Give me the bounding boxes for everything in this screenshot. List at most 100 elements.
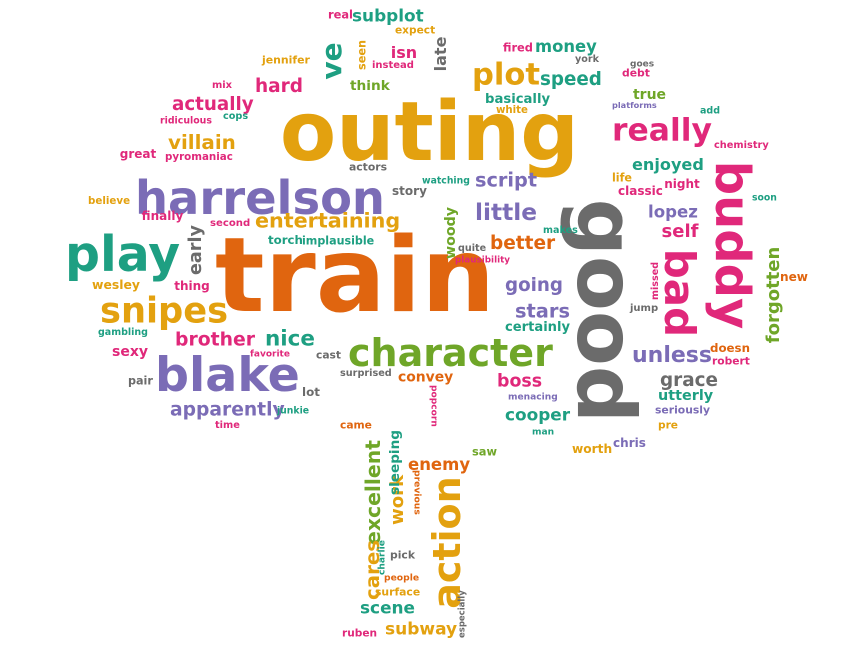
word-subway: subway [385,619,458,640]
word-buddy: buddy [704,160,760,330]
word-watching: watching [422,175,470,187]
word-add: add [700,105,721,117]
word-quite: quite [458,243,487,255]
word-ridiculous: ridiculous [160,115,212,127]
word-woody: woody [442,206,459,259]
word-goes: goes [630,59,655,70]
word-junkie: junkie [277,405,310,417]
word-enemy: enemy [408,454,471,474]
word-subplot: subplot [352,5,424,26]
word-seen: seen [355,39,369,70]
word-harrelson: harrelson [135,170,385,225]
word-plausibility: plausibility [455,255,511,266]
word-blake: blake [155,348,300,404]
word-scene: scene [360,597,416,618]
word-lot: lot [302,385,320,400]
word-nice: nice [265,326,316,352]
word-sexy: sexy [112,344,148,360]
word-doesn: doesn [710,341,750,356]
word-apparently: apparently [170,399,285,421]
word-money: money [535,36,597,56]
word-speed: speed [540,68,602,90]
word-fired: fired [503,40,533,55]
word-self: self [661,221,699,242]
word-early: early [186,225,207,275]
word-mix: mix [212,80,233,92]
word-seriously: seriously [655,403,711,417]
word-jump: jump [630,303,659,315]
word-bad: bad [655,248,704,338]
word-ve: ve [315,42,348,80]
word-pre: pre [658,419,678,432]
word-believe: believe [88,194,131,207]
word-brother: brother [175,329,255,351]
word-popcorn: popcorn [428,385,439,427]
word-wesley: wesley [92,276,140,292]
word-unless: unless [632,343,712,369]
word-story: story [392,184,427,198]
word-especially: especially [457,590,468,638]
word-cops: cops [223,111,249,123]
word-better: better [490,232,556,254]
word-surprised: surprised [340,368,392,380]
word-jennifer: jennifer [262,53,310,67]
word-makes: makes [543,225,578,237]
word-actually: actually [172,93,254,115]
word-villain: villain [168,131,236,155]
word-finally: finally [141,209,184,223]
word-grace: grace [660,369,719,391]
word-chris: chris [613,436,646,450]
word-charlie: charlie [377,540,388,575]
word-saw: saw [472,444,497,459]
word-man: man [532,427,555,438]
word-train: train [215,216,496,337]
word-worth: worth [572,441,613,456]
word-basically: basically [485,91,551,107]
word-cast: cast [316,348,342,362]
word-chemistry: chemistry [714,140,769,152]
word-utterly: utterly [658,387,714,404]
word-sleeping: sleeping [387,430,404,495]
word-thing: thing [174,279,210,293]
word-cooper: cooper [505,404,571,425]
word-hard: hard [255,75,304,97]
word-boss: boss [497,371,543,392]
word-going: going [505,274,564,296]
word-missed: missed [650,261,662,300]
word-forgotten: forgotten [763,246,784,344]
word-second: second [210,217,251,229]
word-script: script [475,168,538,192]
word-real: real [328,7,353,22]
word-came: came [340,418,372,432]
word-favorite: favorite [250,349,290,360]
word-robert: robert [712,354,750,368]
word-little: little [475,198,538,226]
word-pyromaniac: pyromaniac [165,150,233,163]
word-play: play [65,226,181,284]
word-snipes: snipes [100,290,229,332]
word-york: york [575,54,599,66]
word-certainly: certainly [505,319,571,335]
word-plot: plot [472,57,541,93]
word-action: action [425,476,469,609]
word-think: think [350,78,390,95]
word-convey: convey [398,369,454,386]
word-expect: expect [395,24,436,37]
word-gambling: gambling [98,327,148,339]
word-life: life [612,171,632,185]
word-really: really [612,112,712,149]
word-character: character [348,330,553,375]
word-true: true [632,87,667,103]
word-night: night [664,177,700,191]
word-new: new [780,269,808,284]
word-pick: pick [390,548,416,562]
word-actors: actors [349,160,388,174]
word-lopez: lopez [648,202,698,222]
word-isn: isn [390,43,418,62]
word-late: late [431,36,450,72]
word-instead: instead [372,60,414,71]
word-soon: soon [752,192,777,204]
word-great: great [119,147,157,161]
word-debt: debt [622,66,650,80]
